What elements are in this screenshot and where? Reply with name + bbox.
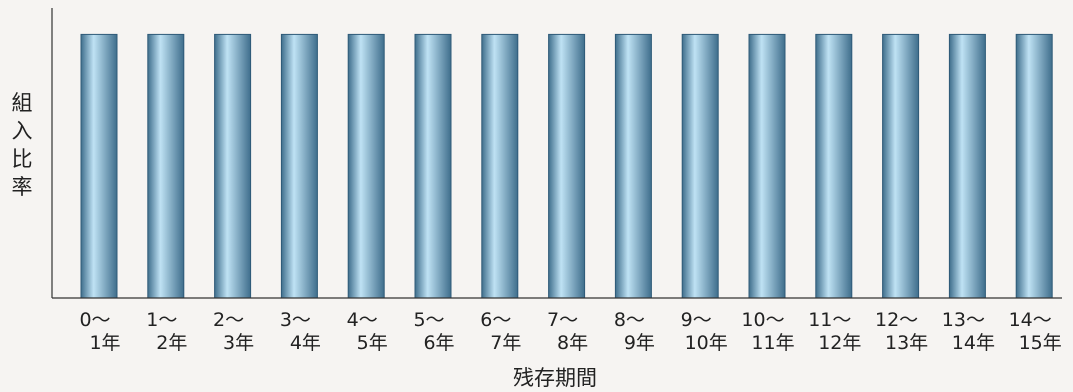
bar [280, 33, 318, 299]
bar [748, 33, 786, 299]
x-tick-label-start: 12〜 [875, 309, 918, 331]
x-tick-label-end: 5年 [357, 332, 388, 354]
x-tick-label-start: 11〜 [808, 309, 851, 331]
x-tick-label-start: 7〜 [547, 309, 578, 331]
x-tick-label-start: 10〜 [741, 309, 784, 331]
x-tick-labels: 0〜1年1〜2年2〜3年3〜4年4〜5年5〜6年6〜7年7〜8年8〜9年9〜10… [79, 309, 1061, 354]
bars-group [80, 33, 1053, 299]
x-tick-label-start: 3〜 [280, 309, 311, 331]
x-tick-label-start: 5〜 [413, 309, 444, 331]
bar [614, 33, 652, 299]
x-tick-label-start: 1〜 [146, 309, 177, 331]
bar [548, 33, 586, 299]
bar [80, 33, 118, 299]
x-tick-label-start: 6〜 [480, 309, 511, 331]
bar [948, 33, 986, 299]
x-tick-label-end: 1年 [89, 332, 120, 354]
x-tick-label-start: 9〜 [681, 309, 712, 331]
x-tick-label-end: 11年 [751, 332, 794, 354]
x-tick-label-end: 3年 [223, 332, 254, 354]
x-tick-label-end: 6年 [423, 332, 454, 354]
x-tick-label-start: 8〜 [614, 309, 645, 331]
bar [882, 33, 920, 299]
axes-group [51, 8, 1062, 299]
x-tick-label-end: 13年 [885, 332, 928, 354]
x-axis-title: 残存期間 [513, 366, 597, 390]
bar [481, 33, 519, 299]
x-tick-label-end: 9年 [624, 332, 655, 354]
x-tick-label-end: 7年 [490, 332, 521, 354]
x-tick-label-start: 14〜 [1009, 309, 1052, 331]
x-tick-label-start: 4〜 [347, 309, 378, 331]
x-tick-label-start: 0〜 [79, 309, 110, 331]
bar [1015, 33, 1053, 299]
x-tick-label-end: 8年 [557, 332, 588, 354]
x-tick-label-end: 4年 [290, 332, 321, 354]
bar [347, 33, 385, 299]
x-tick-label-end: 2年 [156, 332, 187, 354]
x-tick-label-start: 2〜 [213, 309, 244, 331]
y-axis-title-char: 入 [12, 119, 33, 143]
bar [681, 33, 719, 299]
bar [414, 33, 452, 299]
y-axis-title-char: 比 [12, 147, 33, 171]
x-tick-label-end: 12年 [818, 332, 861, 354]
x-tick-label-start: 13〜 [942, 309, 985, 331]
y-axis-title-char: 組 [12, 91, 33, 115]
x-tick-label-end: 10年 [685, 332, 728, 354]
y-axis-title-char: 率 [12, 175, 33, 199]
bar [147, 33, 185, 299]
x-tick-label-end: 14年 [952, 332, 995, 354]
bar [815, 33, 853, 299]
bar [214, 33, 252, 299]
x-tick-label-end: 15年 [1019, 332, 1062, 354]
